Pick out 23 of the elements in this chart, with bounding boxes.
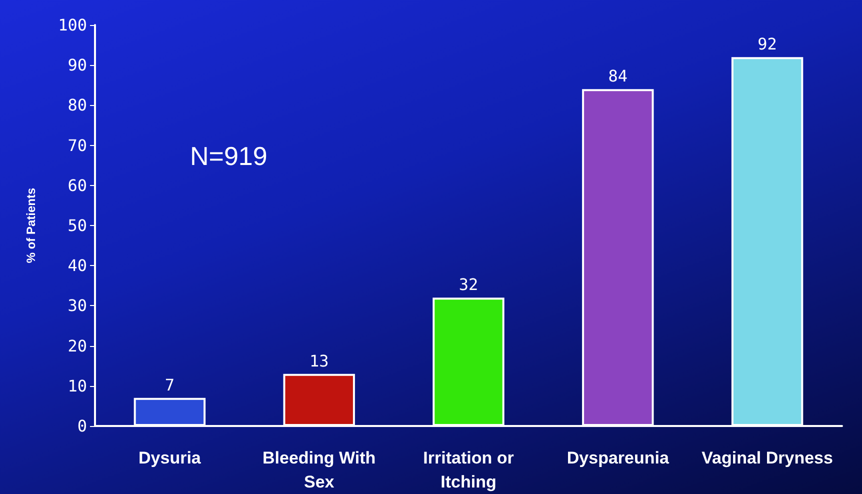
- y-tick-label: 90: [68, 56, 87, 75]
- y-tick-label: 10: [68, 376, 87, 396]
- annotation: N=919: [190, 141, 268, 171]
- data-label: 32: [458, 275, 478, 294]
- x-tick-label: Irritation or Itching: [423, 448, 514, 492]
- y-tick-label: 70: [68, 136, 87, 155]
- y-tick-label: 80: [68, 96, 87, 115]
- x-tick-label: Dyspareunia: [566, 448, 670, 468]
- data-label: 84: [608, 66, 628, 86]
- y-tick-label: 20: [68, 336, 87, 356]
- x-tick-label: Dysuria: [138, 448, 202, 468]
- y-tick-label: 30: [68, 296, 87, 316]
- x-tick-label: Vaginal Dryness: [702, 448, 833, 468]
- data-label: 7: [164, 375, 175, 394]
- y-axis-title: % of Patients: [24, 188, 38, 264]
- data-label: 13: [309, 351, 329, 370]
- y-tick-label: 100: [58, 16, 87, 34]
- data-label: 92: [758, 34, 777, 54]
- y-tick-label: 60: [68, 176, 87, 195]
- x-tick-label: Bleeding With Sex: [262, 448, 376, 492]
- y-tick-label: 0: [77, 416, 87, 436]
- y-tick-label: 40: [68, 256, 87, 276]
- y-tick-label: 50: [68, 216, 87, 235]
